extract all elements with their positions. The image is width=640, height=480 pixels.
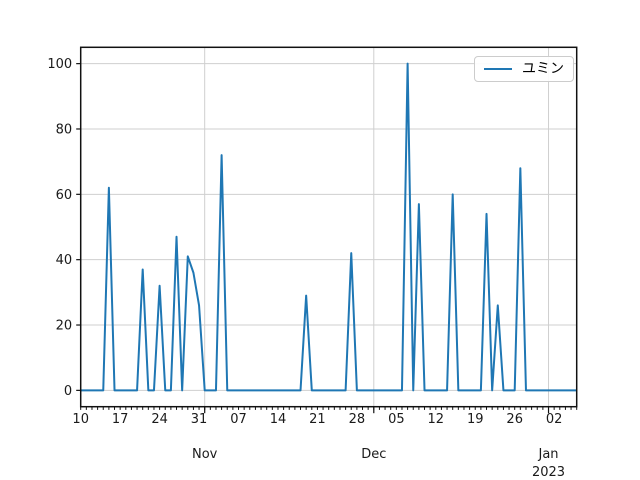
y-tick-label: 80: [56, 122, 73, 137]
y-tick-label: 60: [56, 188, 73, 203]
x-tick-label: 26: [506, 412, 523, 427]
x-tick-label: 17: [112, 412, 129, 427]
legend: ユミン: [474, 56, 574, 82]
x-tick-label: 05: [388, 412, 405, 427]
x-tick-label: 19: [467, 412, 484, 427]
series-line: [80, 62, 577, 392]
x-tick-label: 31: [191, 412, 208, 427]
x-tick-label: 07: [230, 412, 247, 427]
y-tick-label: 20: [56, 319, 73, 334]
x-month-label: Nov: [192, 447, 218, 462]
x-year-label: 2023: [532, 465, 565, 480]
axes-spines: [79, 46, 578, 408]
x-tick-label: 24: [151, 412, 168, 427]
x-tick-label: 14: [270, 412, 287, 427]
x-tick-label: 21: [309, 412, 326, 427]
x-tick-label: 02: [546, 412, 563, 427]
x-tick-label: 12: [428, 412, 445, 427]
x-tick-label: 10: [72, 412, 89, 427]
y-tick-label: 100: [47, 57, 72, 72]
legend-line-sample: [484, 68, 512, 70]
y-tick-label: 0: [64, 384, 72, 399]
x-month-label: Dec: [361, 447, 386, 462]
legend-series-label: ユミン: [522, 61, 564, 77]
y-tick-label: 40: [56, 253, 73, 268]
x-month-label: Jan: [537, 447, 558, 462]
x-tick-label: 28: [349, 412, 366, 427]
